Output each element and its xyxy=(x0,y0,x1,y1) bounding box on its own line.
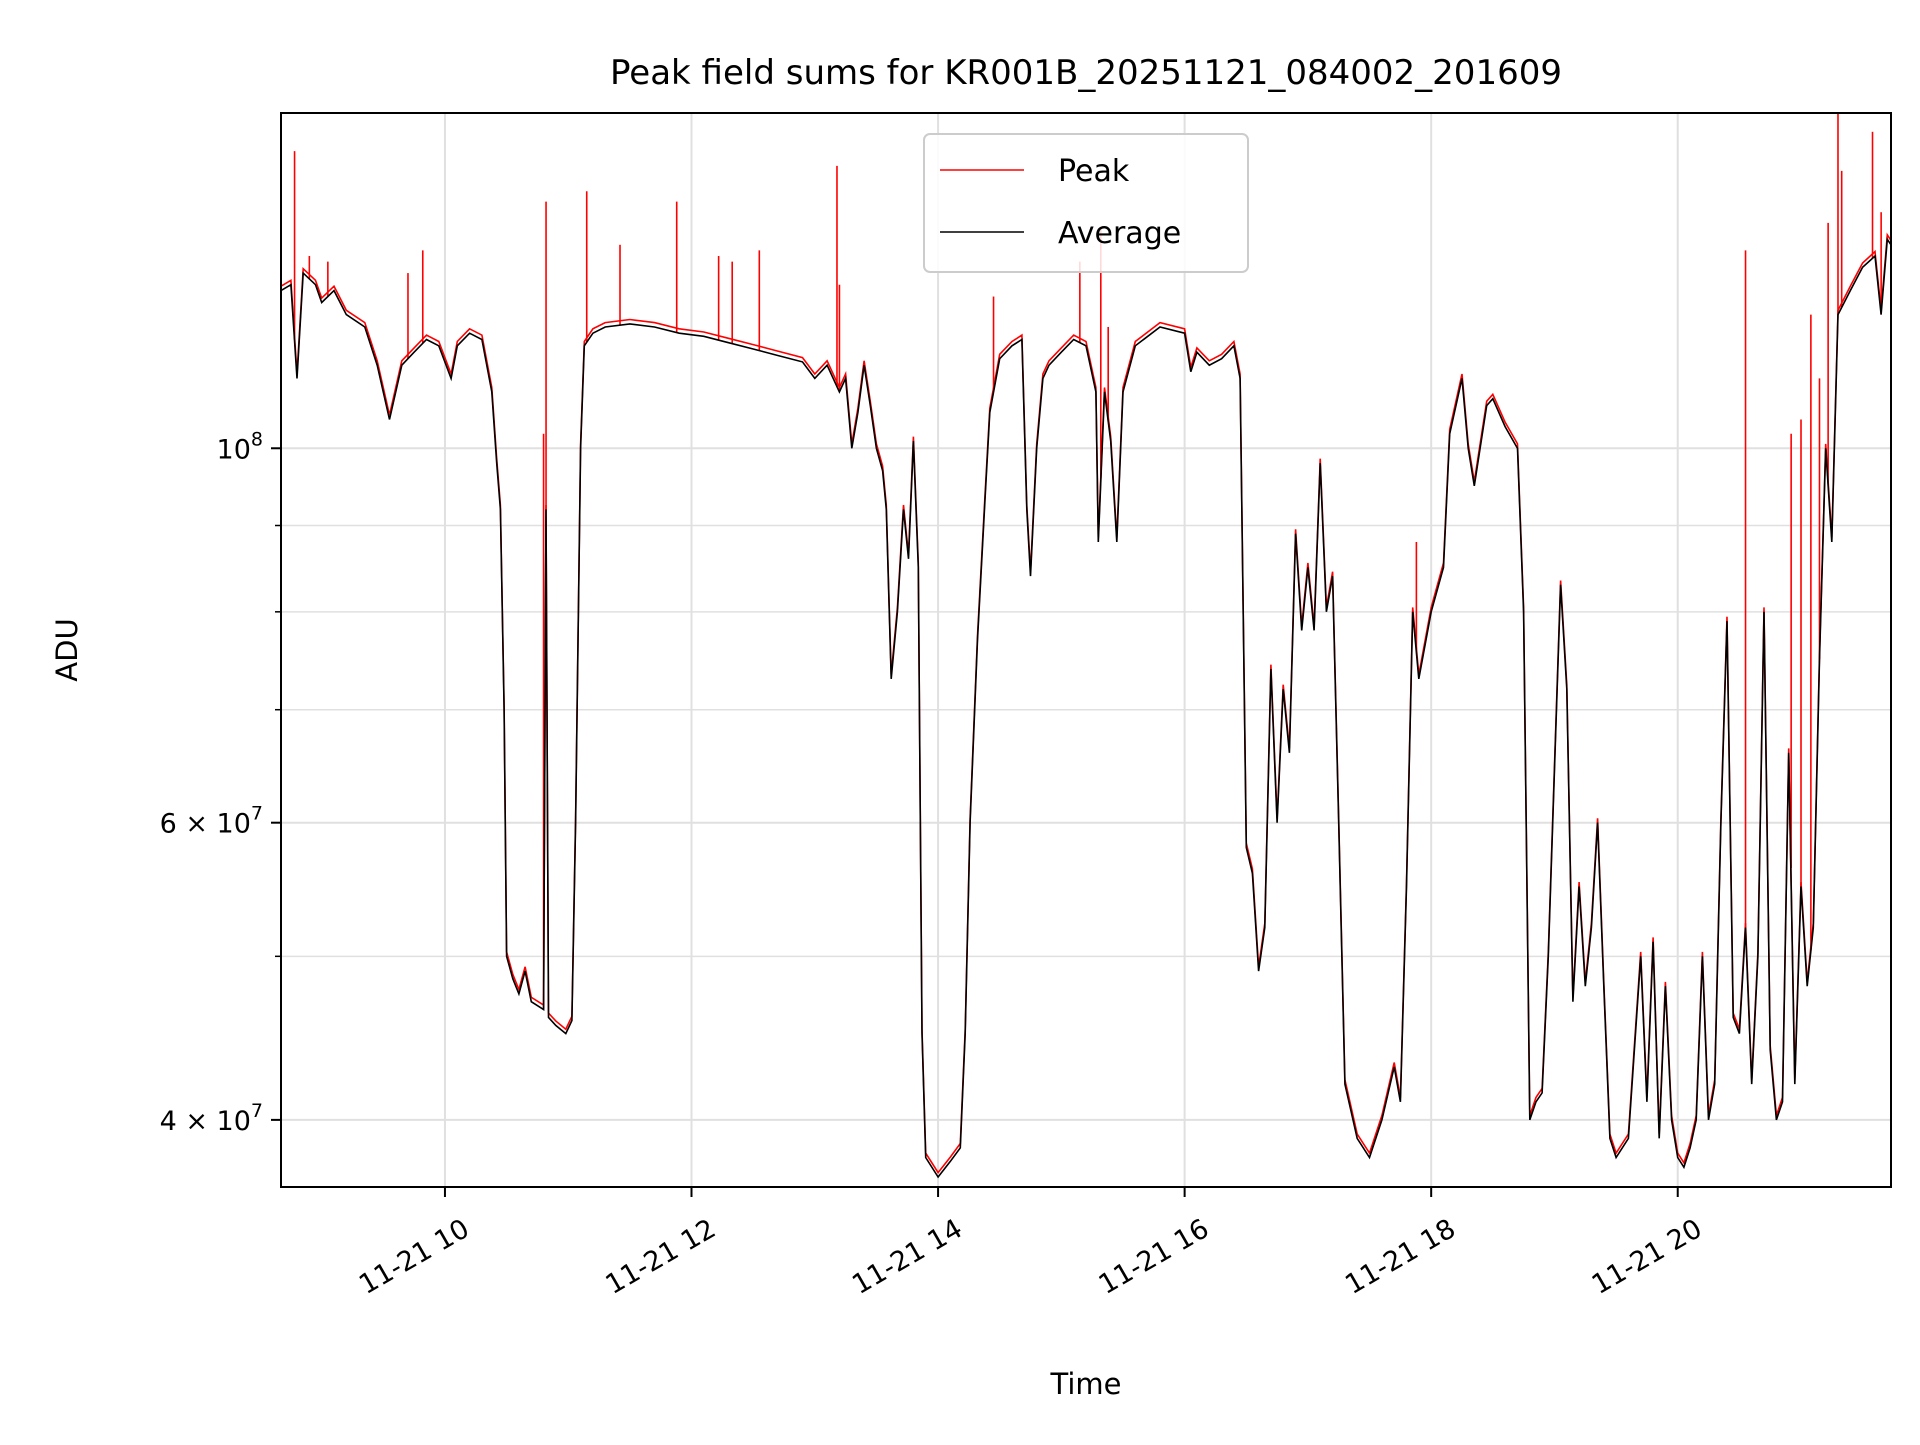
y-tick-label: 6 × 107 xyxy=(160,803,263,840)
plot-frame xyxy=(280,112,1892,1188)
x-axis-label: Time xyxy=(1050,1367,1122,1401)
legend-label-peak: Peak xyxy=(1058,154,1130,189)
grid xyxy=(281,113,1891,1187)
legend-frame xyxy=(923,133,1249,273)
legend-label-average: Average xyxy=(1058,216,1181,251)
chart-title: Peak field sums for KR001B_20251121_0840… xyxy=(610,53,1562,93)
y-tick-label: 108 xyxy=(217,428,263,465)
peak-series-line xyxy=(281,232,1891,1174)
legend: Peak Average xyxy=(923,133,1249,273)
series-layer xyxy=(281,113,1891,1179)
y-tick-label: 4 × 107 xyxy=(160,1100,263,1137)
y-axis-label: ADU xyxy=(50,618,84,681)
average-series-line xyxy=(281,236,1891,1179)
